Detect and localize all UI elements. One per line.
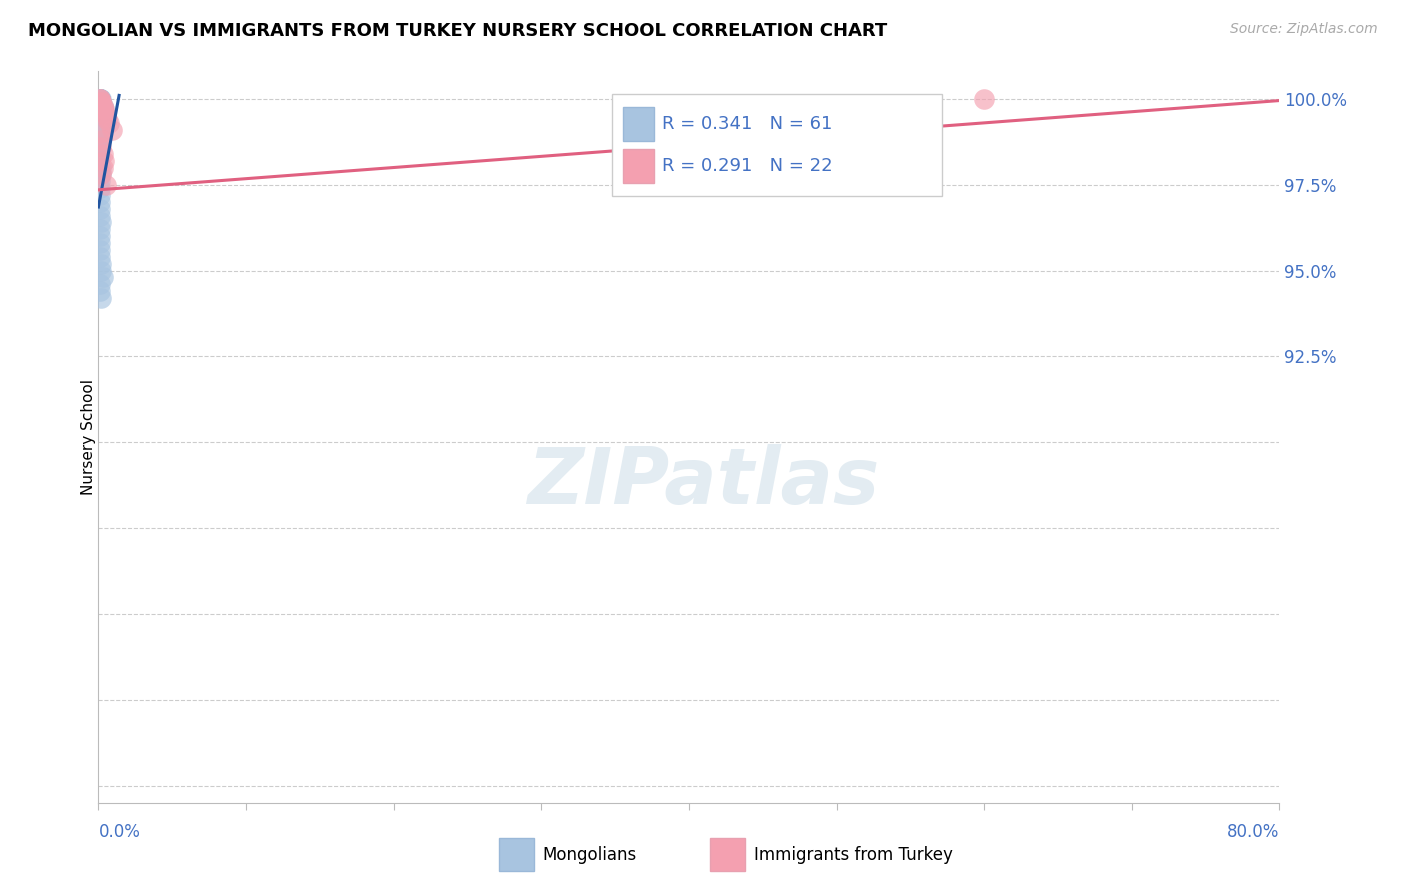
Point bbox=[91, 102, 114, 116]
Point bbox=[89, 144, 111, 158]
Point bbox=[89, 92, 111, 106]
Point bbox=[89, 235, 111, 250]
Point bbox=[90, 95, 112, 110]
Point bbox=[89, 98, 111, 112]
Point bbox=[89, 92, 111, 106]
Point bbox=[90, 92, 112, 106]
Point bbox=[89, 243, 111, 257]
Point bbox=[89, 222, 111, 236]
Point bbox=[89, 126, 111, 140]
Point bbox=[89, 95, 111, 110]
Point bbox=[90, 98, 112, 112]
Point bbox=[90, 161, 112, 175]
Point bbox=[90, 95, 112, 110]
Point bbox=[89, 95, 111, 110]
Point bbox=[90, 98, 112, 112]
Point bbox=[89, 202, 111, 216]
Point bbox=[94, 109, 117, 123]
Point bbox=[96, 112, 118, 127]
Point bbox=[90, 133, 112, 147]
Point bbox=[100, 122, 122, 136]
Point bbox=[89, 92, 111, 106]
Point bbox=[89, 92, 111, 106]
Point bbox=[89, 95, 111, 110]
Point bbox=[91, 161, 114, 175]
Y-axis label: Nursery School: Nursery School bbox=[80, 379, 96, 495]
Point bbox=[90, 167, 112, 181]
Point bbox=[90, 167, 112, 181]
Point bbox=[90, 98, 112, 112]
Point bbox=[89, 229, 111, 244]
Point bbox=[90, 263, 112, 277]
Point bbox=[90, 140, 112, 154]
Text: Mongolians: Mongolians bbox=[543, 846, 637, 863]
Point bbox=[89, 188, 111, 202]
Point bbox=[89, 174, 111, 188]
Point bbox=[89, 250, 111, 264]
Point bbox=[89, 92, 111, 106]
Point bbox=[973, 92, 995, 106]
Point bbox=[91, 120, 114, 134]
Text: Source: ZipAtlas.com: Source: ZipAtlas.com bbox=[1230, 22, 1378, 37]
Point bbox=[89, 92, 111, 106]
Point bbox=[89, 209, 111, 223]
Text: MONGOLIAN VS IMMIGRANTS FROM TURKEY NURSERY SCHOOL CORRELATION CHART: MONGOLIAN VS IMMIGRANTS FROM TURKEY NURS… bbox=[28, 22, 887, 40]
Point bbox=[91, 102, 114, 116]
Point bbox=[97, 116, 120, 130]
Point bbox=[89, 150, 111, 164]
Text: R = 0.341   N = 61: R = 0.341 N = 61 bbox=[662, 115, 832, 133]
Text: 80.0%: 80.0% bbox=[1227, 823, 1279, 841]
Point bbox=[89, 105, 111, 120]
Point bbox=[91, 102, 114, 116]
Point bbox=[89, 92, 111, 106]
Point bbox=[91, 116, 114, 130]
Point bbox=[89, 277, 111, 292]
Point bbox=[89, 95, 111, 110]
Point bbox=[91, 98, 114, 112]
Text: ZIPatlas: ZIPatlas bbox=[527, 443, 879, 520]
Point bbox=[89, 92, 111, 106]
Point bbox=[89, 126, 111, 140]
Point bbox=[91, 98, 114, 112]
Point bbox=[90, 95, 112, 110]
Point bbox=[89, 95, 111, 110]
Point bbox=[91, 98, 114, 112]
Point bbox=[89, 105, 111, 120]
Point bbox=[94, 178, 117, 192]
Point bbox=[93, 105, 115, 120]
Point bbox=[93, 153, 115, 168]
Point bbox=[90, 95, 112, 110]
Point bbox=[89, 95, 111, 110]
Point bbox=[93, 102, 115, 116]
Point bbox=[89, 181, 111, 195]
Point bbox=[90, 291, 112, 305]
Point bbox=[90, 109, 112, 123]
Point bbox=[89, 95, 111, 110]
Point bbox=[89, 95, 111, 110]
Point bbox=[89, 92, 111, 106]
Point bbox=[91, 270, 114, 285]
Point bbox=[90, 215, 112, 229]
Point bbox=[89, 136, 111, 151]
Point bbox=[89, 284, 111, 298]
Point bbox=[89, 95, 111, 110]
Point bbox=[89, 105, 111, 120]
Text: Immigrants from Turkey: Immigrants from Turkey bbox=[754, 846, 952, 863]
Point bbox=[93, 102, 115, 116]
Point bbox=[89, 194, 111, 209]
Point bbox=[89, 92, 111, 106]
Text: 0.0%: 0.0% bbox=[98, 823, 141, 841]
Point bbox=[90, 112, 112, 127]
Text: R = 0.291   N = 22: R = 0.291 N = 22 bbox=[662, 157, 832, 175]
Point bbox=[90, 257, 112, 271]
Point bbox=[89, 102, 111, 116]
Point bbox=[91, 146, 114, 161]
Point bbox=[89, 133, 111, 147]
